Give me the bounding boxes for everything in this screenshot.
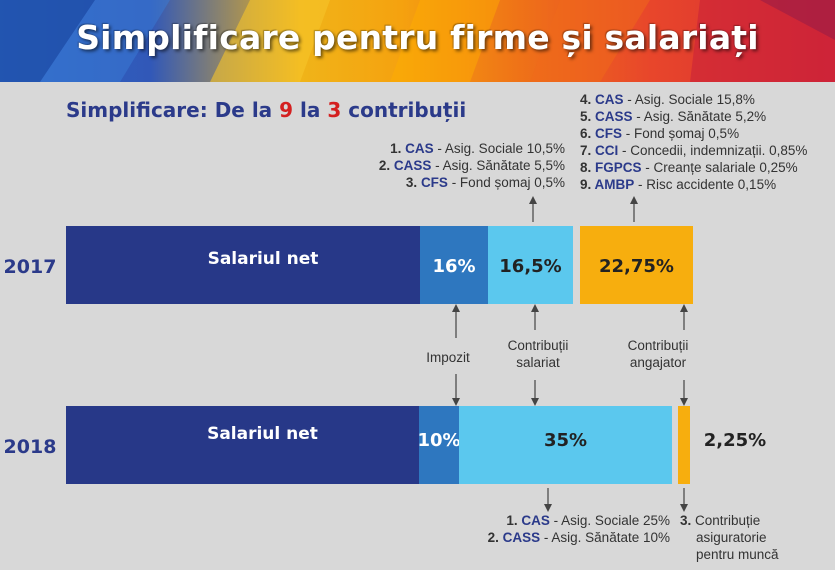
note-2018-employee-num: 1. xyxy=(506,513,521,528)
note-2017-employee-desc: - Asig. Sociale 10,5% xyxy=(434,141,565,156)
note-2017-employee: 1. CAS - Asig. Sociale 10,5% xyxy=(390,141,565,156)
note-2017-employer-num: 8. xyxy=(580,160,595,175)
bar-2018-salary xyxy=(66,406,419,484)
note-2017-employer: 6. CFS - Fond șomaj 0,5% xyxy=(580,126,739,141)
year-label-2018: 2018 xyxy=(4,436,57,458)
note-2017-employer-num: 9. xyxy=(580,177,595,192)
bar-label-2017-tax: 16% xyxy=(432,256,475,277)
note-2018-employee: 1. CAS - Asig. Sociale 25% xyxy=(506,513,670,528)
bar-label-2018-tax: 10% xyxy=(417,430,460,451)
note-2017-employer: 9. AMBP - Risc accidente 0,15% xyxy=(580,177,776,192)
bar-2017-salary xyxy=(66,226,420,304)
note-2017-employee-num: 2. xyxy=(379,158,394,173)
bar-label-2018-salary: Salariul net xyxy=(207,424,318,444)
note-2017-employer-code: AMBP xyxy=(595,177,635,192)
note-2017-employer-desc: - Fond șomaj 0,5% xyxy=(622,126,739,141)
banner-decoration xyxy=(0,0,835,82)
subtitle: Simplificare: De la 9 la 3 contribuții xyxy=(66,98,466,122)
note-2017-employer-code: CASS xyxy=(595,109,633,124)
bar-2017-tax xyxy=(420,226,488,304)
note-2017-employee-code: CAS xyxy=(405,141,434,156)
note-2018-employee-num: 2. xyxy=(488,530,503,545)
note-2017-employer-desc: - Concedii, indemnizații. 0,85% xyxy=(618,143,807,158)
header-banner: Simplificare pentru firme și salariați xyxy=(0,0,835,82)
note-2017-employer-desc: - Creanțe salariale 0,25% xyxy=(642,160,798,175)
note-2017-employer: 4. CAS - Asig. Sociale 15,8% xyxy=(580,92,755,107)
note-2018-employee-code: CAS xyxy=(521,513,550,528)
note-2017-employee-num: 1. xyxy=(390,141,405,156)
bar-label-2017-employee: 16,5% xyxy=(499,256,561,277)
note-2018-employee-desc: - Asig. Sănătate 10% xyxy=(540,530,670,545)
note-2018-employee-desc: - Asig. Sociale 25% xyxy=(550,513,670,528)
note-2017-employer: 7. CCI - Concedii, indemnizații. 0,85% xyxy=(580,143,807,158)
note-2017-employee: 3. CFS - Fond șomaj 0,5% xyxy=(406,175,565,190)
note-2018-employee: 2. CASS - Asig. Sănătate 10% xyxy=(488,530,670,545)
year-label-2017: 2017 xyxy=(4,256,57,278)
bar-label-2018-employee: 35% xyxy=(544,430,587,451)
bar-2017-employer xyxy=(580,226,693,304)
bar-label-2017-employer: 22,75% xyxy=(599,256,674,277)
note-2017-employer-code: CCI xyxy=(595,143,618,158)
note-2018-employer-line: pentru muncă xyxy=(696,547,779,562)
category-label-employer-line: angajator xyxy=(630,355,687,370)
subtitle-from: 9 xyxy=(279,98,294,122)
subtitle-to: 3 xyxy=(327,98,342,122)
category-label-employer-line: Contribuții xyxy=(628,338,689,353)
bar-2018-employer xyxy=(678,406,690,484)
note-2017-employer: 5. CASS - Asig. Sănătate 5,2% xyxy=(580,109,766,124)
category-label-tax: Impozit xyxy=(426,350,470,365)
note-2017-employer-code: CAS xyxy=(595,92,624,107)
note-2018-employer-text: Contribuție xyxy=(695,513,760,528)
note-2017-employer: 8. FGPCS - Creanțe salariale 0,25% xyxy=(580,160,798,175)
note-2017-employer-num: 7. xyxy=(580,143,595,158)
category-label-employee-line: Contribuții xyxy=(508,338,569,353)
subtitle-suffix: contribuții xyxy=(341,98,467,122)
bar-2017-employee xyxy=(488,226,573,304)
note-2017-employer-desc: - Risc accidente 0,15% xyxy=(634,177,776,192)
subtitle-middle: la xyxy=(293,98,328,122)
note-2018-employer-line: 3. Contribuție xyxy=(680,513,760,528)
category-label-employee-line: salariat xyxy=(516,355,560,370)
note-2017-employer-desc: - Asig. Sănătate 5,2% xyxy=(633,109,767,124)
subtitle-prefix: Simplificare: De la xyxy=(66,98,280,122)
bar-2018-employee xyxy=(459,406,672,484)
note-2017-employee-desc: - Fond șomaj 0,5% xyxy=(448,175,565,190)
bar-label-2017-salary: Salariul net xyxy=(208,249,319,269)
note-2017-employee-desc: - Asig. Sănătate 5,5% xyxy=(431,158,565,173)
bar-2018-tax xyxy=(419,406,459,484)
note-2017-employer-desc: - Asig. Sociale 15,8% xyxy=(624,92,755,107)
banner-title: Simplificare pentru firme și salariați xyxy=(76,18,759,57)
note-2017-employee: 2. CASS - Asig. Sănătate 5,5% xyxy=(379,158,565,173)
bar-label-2018-employer: 2,25% xyxy=(704,430,766,451)
note-2017-employer-num: 5. xyxy=(580,109,595,124)
note-2017-employee-num: 3. xyxy=(406,175,421,190)
note-2018-employee-code: CASS xyxy=(503,530,541,545)
note-2017-employee-code: CFS xyxy=(421,175,448,190)
note-2017-employer-num: 4. xyxy=(580,92,595,107)
note-2017-employee-code: CASS xyxy=(394,158,432,173)
note-2017-employer-code: CFS xyxy=(595,126,622,141)
note-2017-employer-num: 6. xyxy=(580,126,595,141)
note-2018-employer-line: asiguratorie xyxy=(696,530,767,545)
note-2017-employer-code: FGPCS xyxy=(595,160,642,175)
note-2018-employer-num: 3. xyxy=(680,513,695,528)
